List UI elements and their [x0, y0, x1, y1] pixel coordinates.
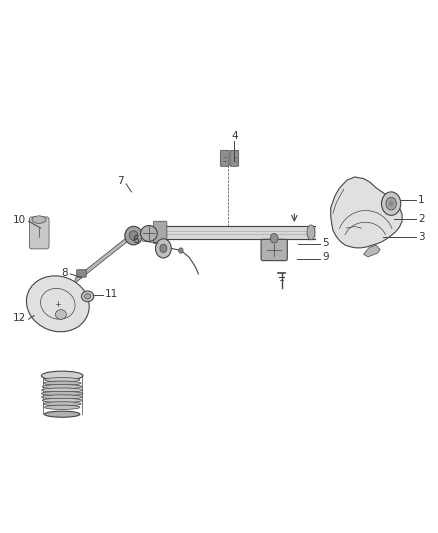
Ellipse shape	[41, 391, 83, 395]
FancyBboxPatch shape	[220, 150, 229, 166]
Ellipse shape	[43, 381, 81, 385]
Ellipse shape	[129, 231, 138, 240]
Ellipse shape	[45, 405, 80, 409]
FancyBboxPatch shape	[29, 217, 49, 249]
Ellipse shape	[32, 216, 46, 223]
Text: 7: 7	[117, 176, 124, 186]
Circle shape	[381, 192, 401, 215]
Text: 11: 11	[105, 289, 118, 299]
Circle shape	[160, 244, 167, 253]
Circle shape	[179, 248, 183, 253]
FancyBboxPatch shape	[261, 239, 287, 261]
FancyBboxPatch shape	[153, 221, 167, 244]
Polygon shape	[74, 237, 128, 284]
Circle shape	[270, 233, 278, 243]
Circle shape	[155, 239, 171, 258]
Ellipse shape	[307, 225, 315, 240]
Ellipse shape	[42, 395, 83, 399]
Text: 12: 12	[13, 313, 26, 323]
Ellipse shape	[141, 225, 157, 241]
Ellipse shape	[81, 291, 94, 302]
Ellipse shape	[26, 276, 89, 332]
Text: 8: 8	[61, 268, 68, 278]
Circle shape	[389, 201, 393, 206]
Text: 4: 4	[231, 131, 238, 141]
Ellipse shape	[45, 411, 80, 417]
Ellipse shape	[41, 371, 83, 380]
Ellipse shape	[42, 384, 82, 389]
Text: 6: 6	[133, 235, 139, 245]
FancyBboxPatch shape	[230, 150, 239, 166]
Ellipse shape	[85, 294, 91, 299]
Polygon shape	[331, 177, 402, 248]
Ellipse shape	[45, 377, 80, 382]
Ellipse shape	[55, 310, 67, 319]
Text: 2: 2	[418, 214, 425, 223]
Polygon shape	[364, 245, 380, 257]
Ellipse shape	[42, 388, 83, 392]
Text: 9: 9	[322, 253, 328, 262]
Text: 3: 3	[418, 232, 425, 242]
Text: 5: 5	[322, 238, 328, 247]
Ellipse shape	[43, 402, 81, 406]
Text: 10: 10	[13, 215, 26, 225]
FancyBboxPatch shape	[77, 270, 86, 277]
Ellipse shape	[125, 226, 142, 245]
Circle shape	[386, 197, 396, 210]
Ellipse shape	[42, 398, 82, 402]
Text: 1: 1	[418, 195, 425, 205]
